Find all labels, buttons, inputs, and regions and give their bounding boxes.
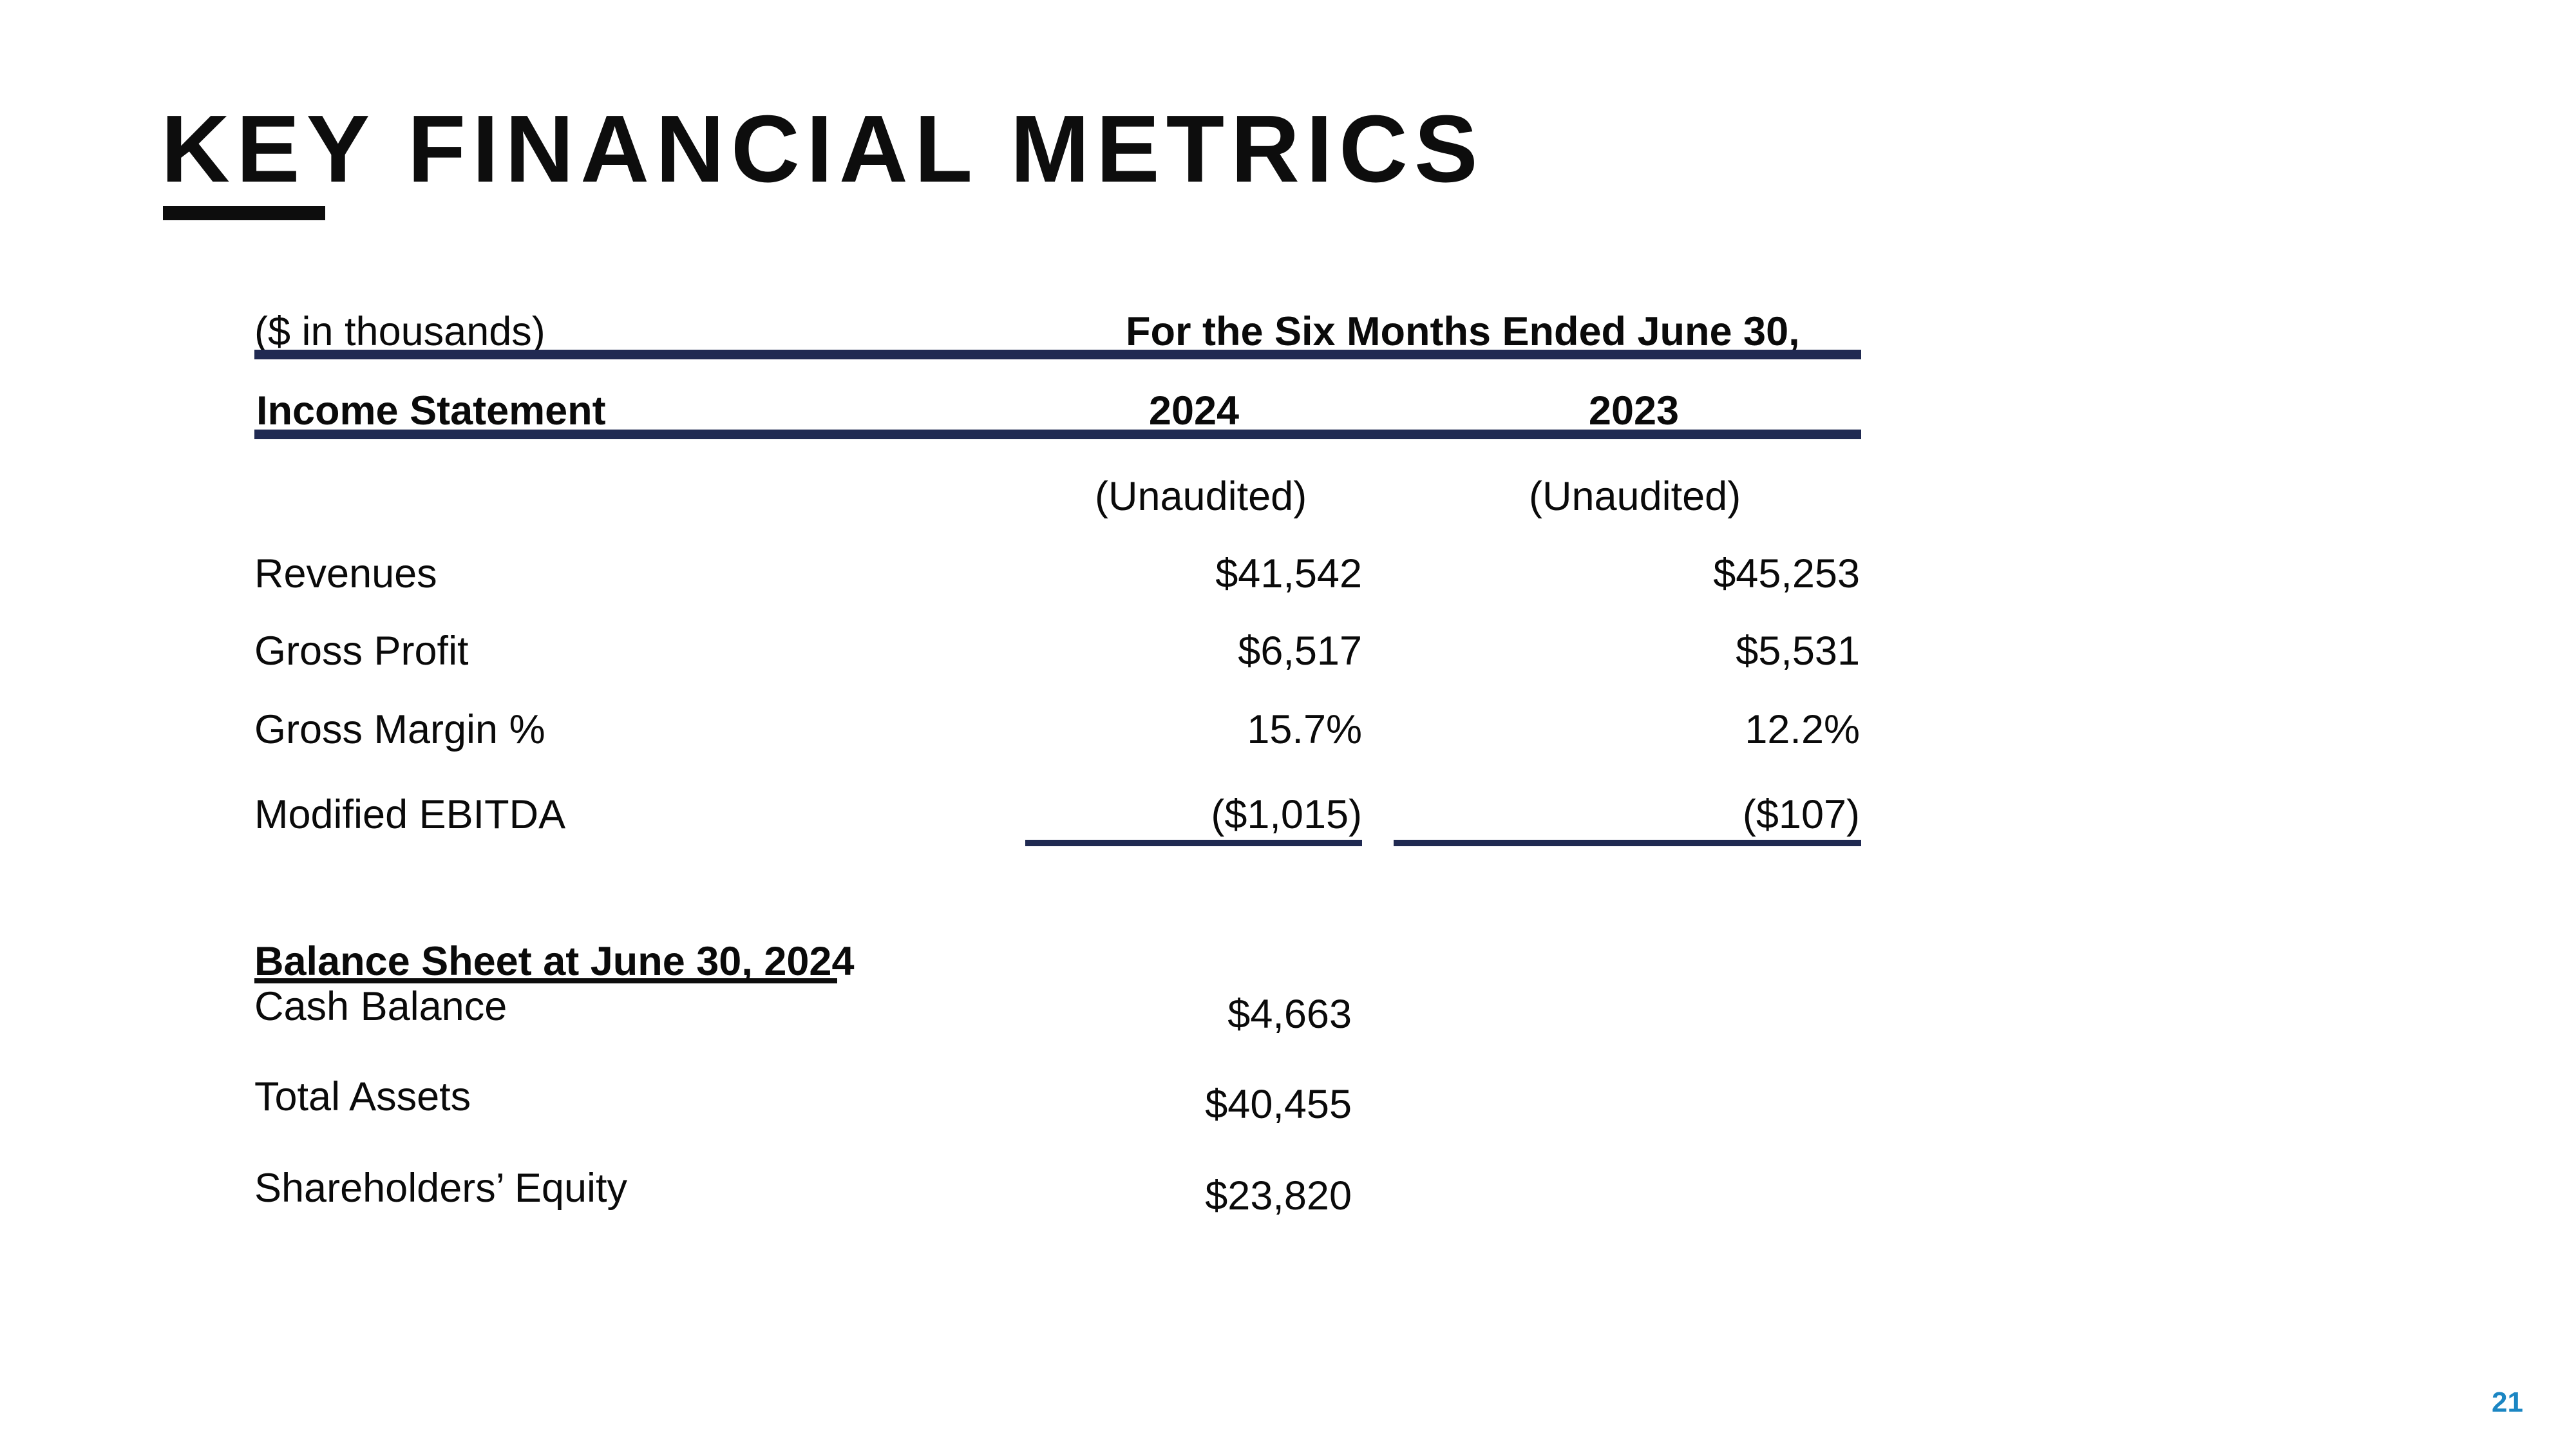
- balance-sheet-underline: [254, 978, 837, 983]
- unaudited-2024: (Unaudited): [1095, 474, 1307, 519]
- row-value-2023: 12.2%: [1745, 707, 1860, 752]
- row-value-2023: $5,531: [1736, 629, 1860, 674]
- row-value-2023: ($107): [1742, 792, 1860, 837]
- row-label: Modified EBITDA: [254, 792, 566, 837]
- col-header-2024: 2024: [1148, 388, 1240, 433]
- ebitda-underline-2024: [1025, 840, 1362, 846]
- row-value-2023: $45,253: [1713, 551, 1860, 596]
- header-rule-bottom: [254, 430, 1861, 439]
- income-statement-header: Income Statement: [256, 388, 606, 433]
- ebitda-underline-2023: [1394, 840, 1861, 846]
- units-note: ($ in thousands): [254, 309, 545, 354]
- row-label: Gross Margin %: [254, 707, 545, 752]
- row-value-2024: ($1,015): [1211, 792, 1362, 837]
- row-value-2024: 15.7%: [1247, 707, 1362, 752]
- row-value: $40,455: [1205, 1082, 1352, 1127]
- row-label: Shareholders’ Equity: [254, 1166, 627, 1211]
- col-header-2023: 2023: [1588, 388, 1680, 433]
- row-label: Total Assets: [254, 1074, 471, 1119]
- row-label: Revenues: [254, 551, 437, 596]
- page-title: KEY FINANCIAL METRICS: [161, 96, 1484, 202]
- row-value-2024: $6,517: [1238, 629, 1362, 674]
- row-label: Cash Balance: [254, 984, 507, 1029]
- unaudited-2023: (Unaudited): [1529, 474, 1741, 519]
- header-rule-top: [254, 350, 1861, 359]
- balance-sheet-header: Balance Sheet at June 30, 2024: [254, 939, 855, 984]
- row-value: $23,820: [1205, 1173, 1352, 1218]
- title-underline: [163, 206, 325, 220]
- row-label: Gross Profit: [254, 629, 469, 674]
- page-number: 21: [2492, 1387, 2523, 1418]
- period-header: For the Six Months Ended June 30,: [1126, 309, 1800, 354]
- row-value-2024: $41,542: [1215, 551, 1362, 596]
- row-value: $4,663: [1227, 992, 1352, 1037]
